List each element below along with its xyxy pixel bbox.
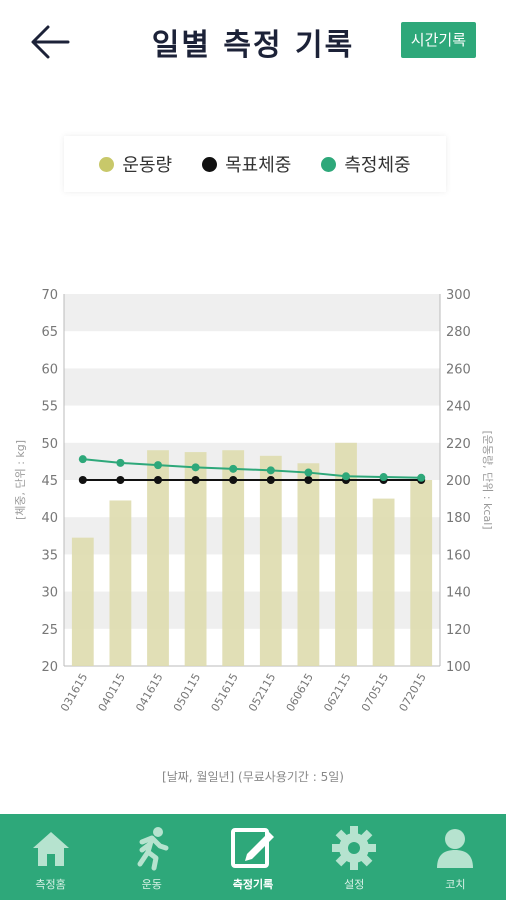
grid-band [64, 368, 440, 406]
y-tick-label-left: 45 [41, 474, 58, 489]
arrow-left-icon [31, 25, 70, 59]
tab-label: 설정 [344, 878, 365, 891]
tab-label: 측정기록 [232, 878, 274, 891]
bar-exercise [222, 450, 245, 666]
chart-caption: [날짜, 월일년] (무료사용기간 : 5일) [162, 770, 344, 784]
y-tick-label-left: 40 [41, 511, 58, 526]
legend-label: 목표체중 [225, 155, 292, 176]
measured-weight-point [379, 473, 388, 482]
target-weight-point [266, 476, 275, 484]
back-button[interactable] [28, 22, 72, 62]
y-tick-label-right: 100 [446, 660, 471, 675]
bar-exercise [297, 463, 320, 666]
x-tick-label: 051615 [209, 671, 241, 714]
y-tick-label-right: 220 [446, 437, 471, 452]
y-tick-label-right: 160 [446, 548, 471, 563]
y-tick-label-left: 20 [41, 660, 58, 675]
target-weight-point [229, 476, 238, 484]
person-icon [437, 829, 474, 868]
y-axis-label-right: [운동량, 단위 : kcal] [481, 430, 494, 529]
bar-exercise [109, 500, 132, 666]
x-tick-label: 040115 [96, 671, 128, 714]
measured-weight-point [154, 461, 162, 470]
measured-weight-point [191, 463, 200, 472]
legend-dot [99, 156, 115, 172]
legend-item-exercise: 운동량 [99, 151, 172, 177]
grid-band [64, 294, 440, 332]
target-weight-point [78, 476, 87, 484]
legend-dot [321, 156, 337, 172]
gear-icon [332, 826, 377, 870]
tab-label: 운동 [141, 878, 162, 891]
bar-exercise [259, 455, 282, 666]
target-weight-point [116, 476, 125, 484]
bar-exercise [184, 452, 207, 666]
target-weight-point [304, 476, 313, 484]
y-tick-label-right: 260 [446, 362, 471, 377]
legend-label: 운동량 [122, 155, 173, 176]
bar-exercise [147, 450, 169, 666]
y-tick-label-left: 60 [41, 362, 58, 377]
bottom-tab-bar: 측정홈 운동 측정기록 [0, 814, 506, 900]
runner-icon [137, 827, 169, 871]
measured-weight-point [78, 455, 87, 464]
target-weight-point [154, 476, 162, 484]
bar-exercise [372, 498, 395, 666]
tab-settings[interactable]: 설정 [304, 814, 405, 900]
y-tick-label-right: 280 [446, 325, 471, 340]
bar-exercise [335, 442, 357, 666]
x-tick-label: 041615 [133, 671, 165, 714]
y-tick-label-left: 65 [41, 325, 58, 340]
tab-coach[interactable]: 코치 [405, 814, 506, 900]
y-tick-label-right: 200 [446, 474, 471, 489]
y-axis-label-left: [체중, 단위 : kg] [14, 440, 27, 520]
legend-dot [202, 156, 218, 172]
tab-home[interactable]: 측정홈 [0, 814, 101, 900]
measured-weight-point [342, 472, 350, 481]
measured-weight-point [417, 473, 426, 482]
time-record-button[interactable]: 시간기록 [400, 22, 476, 58]
x-tick-label: 062115 [321, 671, 353, 714]
y-tick-label-left: 25 [41, 623, 58, 638]
measured-weight-point [304, 468, 313, 477]
y-tick-label-right: 120 [446, 623, 471, 638]
target-weight-point [191, 476, 200, 484]
y-tick-label-left: 55 [41, 400, 58, 415]
tab-records[interactable]: 측정기록 [202, 814, 303, 900]
bar-exercise [410, 480, 433, 666]
page-title: 일별 측정 기록 [151, 28, 355, 63]
y-tick-label-right: 240 [446, 400, 471, 415]
legend-item-target-weight: 목표체중 [202, 151, 291, 177]
measured-weight-line [82, 458, 422, 479]
y-tick-label-left: 35 [41, 548, 58, 563]
tab-label: 코치 [445, 878, 466, 891]
legend-label: 측정체중 [344, 155, 411, 176]
chart-legend: 운동량 목표체중 측정체중 [64, 136, 446, 192]
x-tick-label: 031615 [58, 671, 90, 714]
y-tick-label-right: 180 [446, 511, 471, 526]
home-icon [32, 832, 69, 866]
x-tick-label: 072015 [397, 671, 429, 714]
grid-band [64, 442, 440, 480]
x-tick-label: 052115 [246, 671, 278, 714]
y-tick-label-left: 30 [41, 586, 58, 601]
y-tick-label-left: 70 [41, 288, 58, 303]
measured-weight-point [229, 464, 238, 473]
tab-label: 측정홈 [35, 878, 66, 891]
x-tick-label: 070515 [359, 671, 391, 714]
y-tick-label-right: 300 [446, 288, 471, 303]
legend-item-measured-weight: 측정체중 [321, 151, 411, 177]
edit-note-icon [231, 828, 274, 868]
y-tick-label-left: 50 [41, 437, 58, 452]
y-tick-label-right: 140 [446, 586, 471, 601]
bar-exercise [71, 537, 94, 666]
header: 일별 측정 기록 시간기록 [0, 0, 506, 84]
x-tick-label: 050115 [171, 671, 203, 714]
weight-chart: 20 25 30 35 40 45 50 55 60 65 70 100 120 140 160 180 200… [14, 288, 494, 714]
measured-weight-point [266, 466, 275, 475]
measured-weight-point [116, 458, 125, 467]
tab-exercise[interactable]: 운동 [101, 814, 202, 900]
x-tick-label: 060615 [284, 671, 316, 714]
